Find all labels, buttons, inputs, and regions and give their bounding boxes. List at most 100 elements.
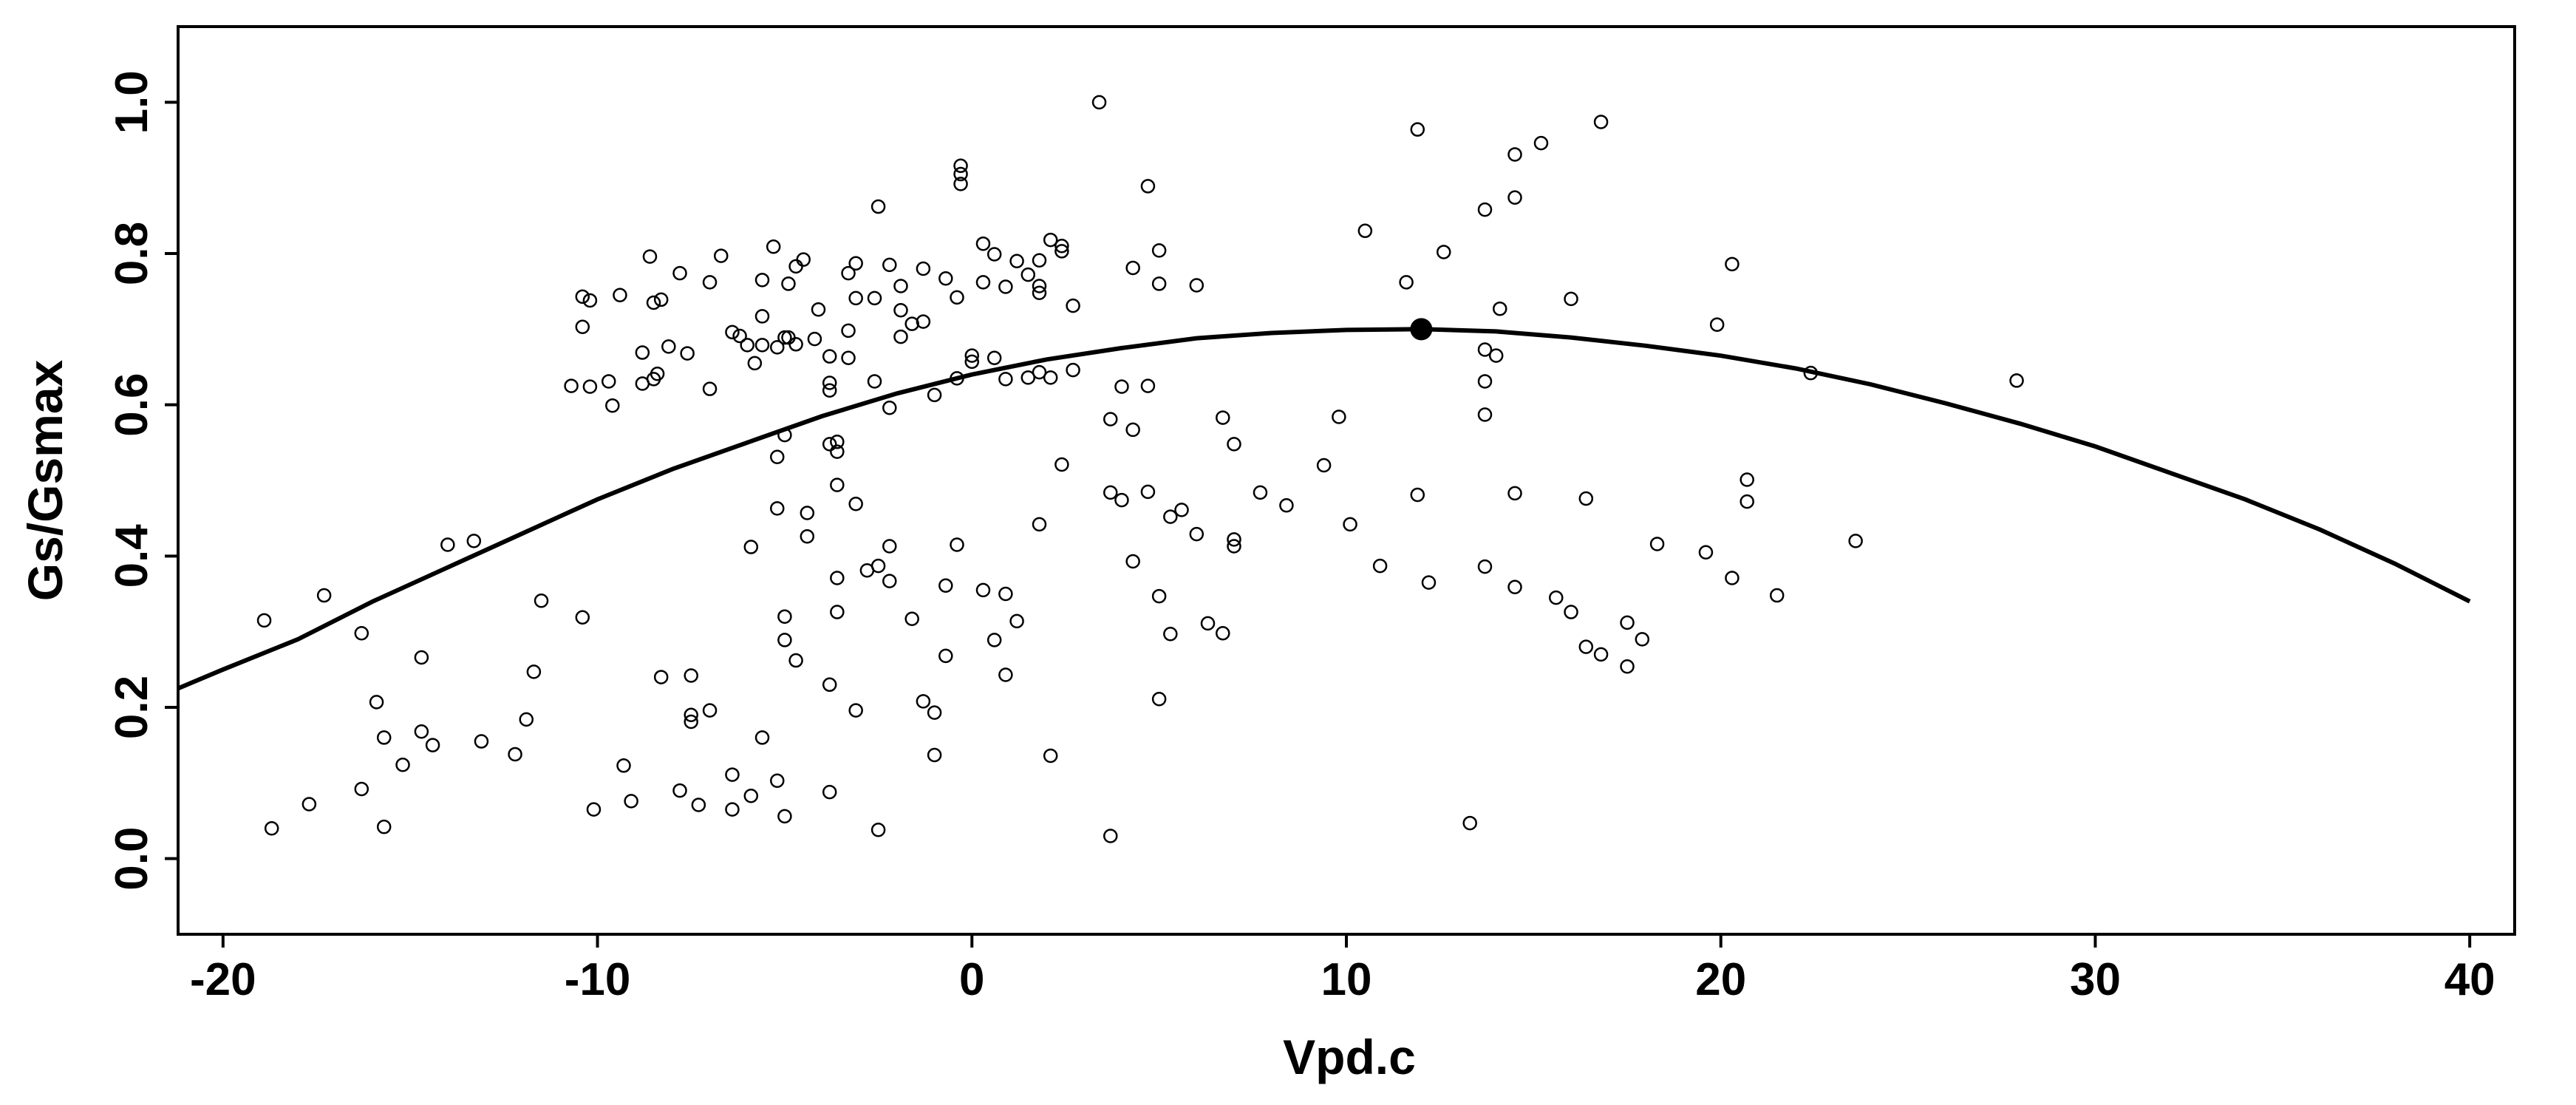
data-point [841,265,856,281]
data-point [1151,588,1167,604]
data-point [1343,517,1357,532]
data-point [987,350,1002,365]
data-point [1410,122,1425,137]
data-point [822,349,837,364]
data-point [770,773,785,789]
data-point [953,158,968,174]
data-point [916,694,931,709]
data-point [1163,626,1178,642]
data-point [1477,374,1493,389]
data-point [770,501,785,516]
data-point [1009,613,1024,629]
data-point [1507,579,1522,595]
highlight-point [1410,318,1433,341]
data-point [1032,253,1047,268]
data-point [1216,410,1230,425]
data-point [354,781,369,797]
data-point [1593,115,1609,129]
data-point [1151,276,1167,291]
data-point [870,558,886,574]
data-point [1189,526,1204,542]
data-point [1125,260,1140,276]
data-point [1114,492,1129,508]
data-point [1114,379,1129,394]
data-point [702,275,718,290]
data-point [1437,245,1451,259]
data-point [1462,815,1477,831]
data-point [1507,486,1522,501]
data-point [830,605,845,619]
data-point [822,437,837,452]
data-point [1332,409,1346,424]
data-point [526,664,542,679]
data-point [1399,275,1414,290]
data-point [1477,202,1493,217]
data-point [601,374,616,389]
x-tick-label: -10 [565,954,631,1005]
data-point [1054,239,1069,254]
data-point [811,302,826,317]
data-point [1740,494,1754,509]
data-point [425,738,440,752]
x-tick-label: 40 [2444,954,2495,1005]
data-point [316,588,332,603]
data-point [1725,571,1740,585]
data-point [1848,534,1863,548]
data-point [1372,558,1388,574]
data-point [684,707,698,722]
x-tick-label: 0 [959,954,984,1005]
y-tick-label: 1.0 [106,70,157,134]
y-axis: 0.0 0.2 0.4 0.6 0.8 1.0 [106,70,178,891]
data-point [1620,659,1635,674]
data-point [800,528,815,544]
data-point [893,279,908,293]
data-point [770,449,785,465]
data-point [1066,362,1080,378]
data-point [564,378,579,393]
data-point [998,667,1013,682]
data-point [1227,437,1241,452]
data-point [1740,472,1754,487]
data-point [777,633,792,647]
data-point [950,537,964,552]
data-point [1066,298,1080,313]
x-axis-title: Vpd.c [1283,1030,1416,1084]
data-point [672,783,687,798]
data-point [1578,639,1594,654]
data-point [916,261,931,276]
data-point [575,289,590,305]
data-point [1140,484,1156,500]
data-point [725,324,740,340]
data-point [950,290,964,305]
data-point [1549,590,1564,605]
data-point [882,257,897,273]
data-point [807,331,822,347]
data-point [938,578,953,593]
data-point [1032,279,1047,293]
data-point [586,802,602,817]
data-point [777,330,792,345]
data-point [1151,691,1167,707]
data-point [987,247,1002,262]
data-point [440,537,455,552]
data-point [754,309,770,324]
data-point [1140,179,1156,194]
data-point [904,611,919,627]
data-point [848,290,863,306]
data-point [519,712,534,727]
data-point [953,166,968,182]
data-point [1032,285,1047,300]
data-point [781,276,796,291]
data-point [414,650,429,665]
data-point [1769,588,1785,603]
data-point [867,374,882,389]
data-point [613,288,627,303]
data-point [754,273,770,288]
data-point [800,506,815,520]
data-point [1593,647,1609,662]
data-point [732,328,747,344]
data-point [1253,485,1268,500]
data-point [770,340,785,355]
data-point [1054,457,1069,472]
